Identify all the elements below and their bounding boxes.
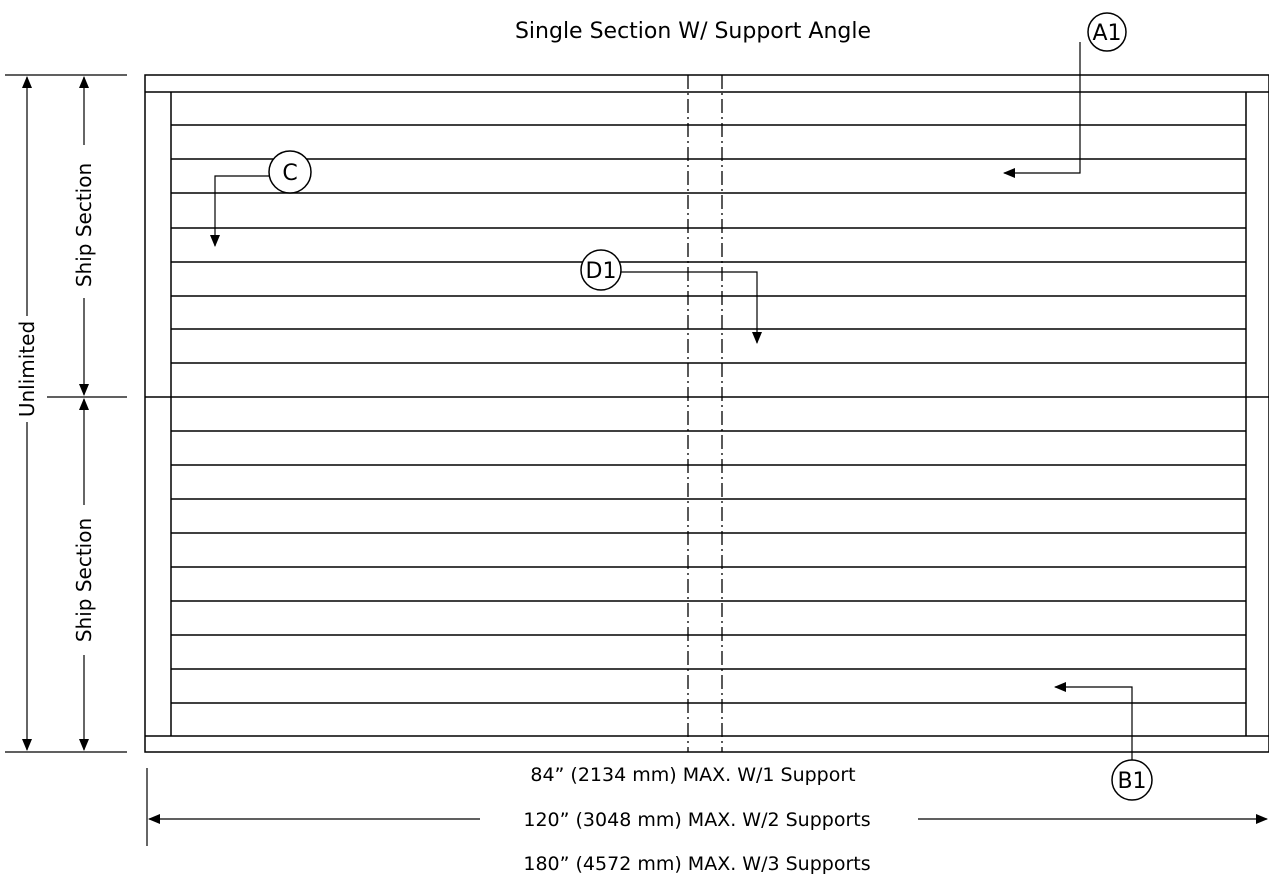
width-dimension: 84” (2134 mm) MAX. W/1 Support 120” (304… (146, 764, 1268, 875)
damper-blades (171, 124, 1246, 704)
width-2-supports-label: 120” (3048 mm) MAX. W/2 Supports (523, 809, 870, 831)
callout-a1: A1 (1003, 12, 1127, 178)
lower-ship-section-label: Ship Section (72, 518, 96, 642)
outer-frame (144, 74, 1269, 753)
width-3-supports-label: 180” (4572 mm) MAX. W/3 Supports (523, 853, 870, 875)
callout-b1-label: B1 (1117, 769, 1146, 794)
callout-d1: D1 (580, 249, 762, 344)
width-1-support-label: 84” (2134 mm) MAX. W/1 Support (530, 764, 855, 786)
callout-a1-label: A1 (1092, 21, 1121, 46)
upper-ship-section-label: Ship Section (72, 163, 96, 287)
drawing-title: Single Section W/ Support Angle (515, 19, 871, 44)
callout-d1-label: D1 (586, 259, 617, 284)
unlimited-label: Unlimited (15, 321, 39, 417)
callout-c-label: C (282, 161, 297, 186)
callout-c: C (210, 150, 312, 247)
support-centerlines (687, 75, 723, 752)
height-dimensions: Unlimited Ship Section Ship Section (5, 74, 127, 753)
callout-b1: B1 (1054, 682, 1153, 801)
